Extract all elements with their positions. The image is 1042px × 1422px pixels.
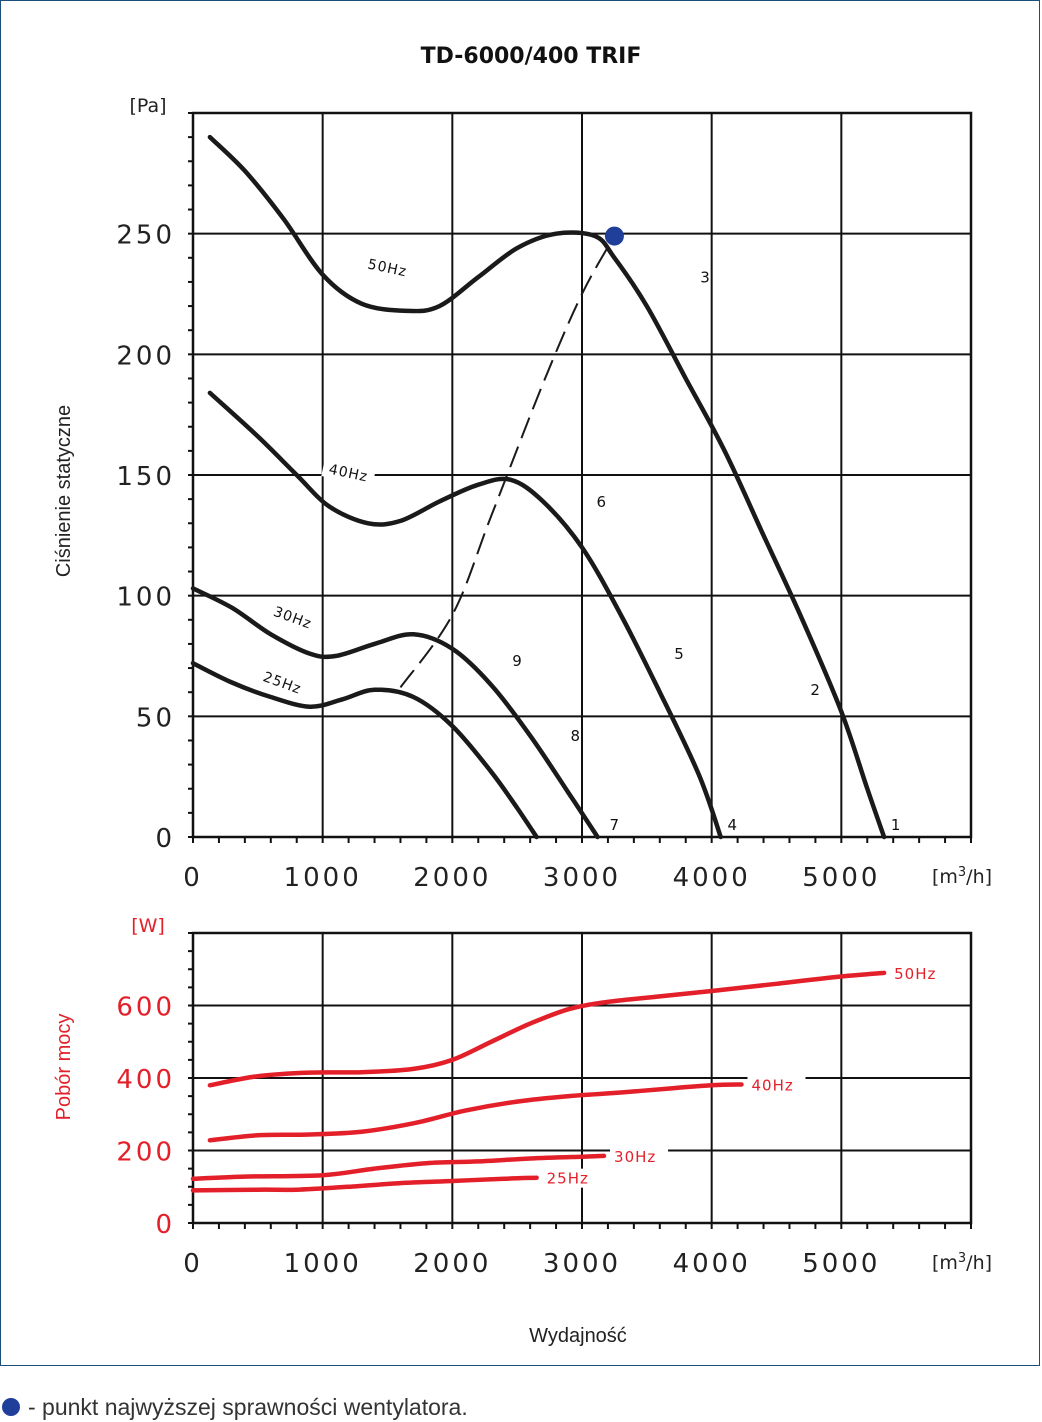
pressure-xtick-label: 3000	[543, 863, 621, 893]
pressure-xtick-label: 0	[183, 863, 203, 893]
pressure-x-unit: [m3/h]	[932, 865, 992, 888]
power-xtick-label: 0	[183, 1249, 203, 1279]
efficiency-point-marker	[604, 226, 624, 246]
pressure-axis-label: Ciśnienie statyczne	[53, 405, 75, 577]
power-curve-label: 50Hz	[894, 965, 936, 983]
pressure-xtick-label: 2000	[413, 863, 491, 893]
power-label-bg	[747, 1075, 806, 1095]
power-xtick-label: 5000	[802, 1249, 880, 1279]
power-unit: [W]	[131, 915, 165, 937]
pressure-label-bg	[360, 251, 416, 282]
pressure-label-bg	[265, 598, 322, 635]
power-label-bg	[610, 1146, 669, 1166]
chart-title: TD-6000/400 TRIF	[421, 44, 642, 69]
pressure-ytick-label: 250	[116, 221, 175, 251]
pressure-plot-frame	[191, 111, 973, 839]
power-label-bg	[542, 1168, 601, 1188]
operating-point-label: 4	[727, 816, 737, 834]
operating-point-label: 5	[674, 645, 684, 663]
pressure-xtick-label: 5000	[802, 863, 880, 893]
power-curve-label: 30Hz	[614, 1148, 656, 1166]
x-axis-label: Wydajność	[529, 1325, 627, 1347]
power-curve-label: 25Hz	[547, 1170, 589, 1188]
pressure-curve-40Hz	[207, 390, 723, 840]
operating-point-label: 6	[596, 493, 606, 511]
pressure-ytick-label: 50	[136, 703, 175, 733]
power-x-unit: [m3/h]	[932, 1251, 992, 1274]
operating-point-label: 2	[810, 681, 820, 699]
power-curve-50Hz	[207, 970, 887, 1088]
power-plot-frame	[191, 931, 973, 1225]
power-xtick-label: 1000	[284, 1249, 362, 1279]
power-ytick-label: 600	[116, 993, 175, 1023]
power-ytick-label: 400	[116, 1065, 175, 1095]
power-curve-label: 40Hz	[751, 1077, 793, 1095]
power-curve-40Hz	[207, 1082, 744, 1143]
power-ytick-label: 200	[116, 1138, 175, 1168]
pressure-chart: [Pa] Ciśnienie statyczne [m3/h] 0 1000 200…	[53, 95, 992, 893]
pressure-ytick-label: 200	[116, 341, 175, 371]
power-curve-25Hz	[190, 1175, 539, 1193]
operating-point-label: 8	[571, 727, 581, 745]
power-chart: [W] Pobór mocy [m3/h] Wydajność 0 1000 200…	[53, 915, 992, 1347]
operating-point-label: 3	[700, 268, 710, 286]
pressure-label-bg	[321, 456, 377, 487]
legend: - punkt najwyższej sprawności wentylator…	[0, 1392, 468, 1422]
pressure-unit: [Pa]	[129, 95, 166, 117]
power-xtick-label: 2000	[413, 1249, 491, 1279]
power-ytick-label: 0	[155, 1210, 175, 1240]
power-label-bg	[890, 963, 949, 983]
power-xtick-label: 3000	[543, 1249, 621, 1279]
pressure-xtick-label: 4000	[673, 863, 751, 893]
power-curve-30Hz	[190, 1153, 607, 1182]
pressure-curve-25Hz	[190, 660, 539, 840]
power-xtick-label: 4000	[673, 1249, 751, 1279]
operating-point-label: 9	[512, 652, 522, 670]
operating-point-label: 1	[891, 816, 901, 834]
efficiency-point-icon	[2, 1398, 20, 1416]
pressure-ytick-label: 0	[155, 824, 175, 854]
pressure-ytick-label: 150	[116, 462, 175, 492]
pressure-curve-50Hz	[207, 134, 887, 840]
pressure-label-bg	[254, 663, 311, 700]
operating-point-label: 7	[609, 816, 619, 834]
power-axis-label: Pobór mocy	[53, 1014, 75, 1121]
efficiency-dashed-line	[399, 235, 616, 688]
chart-frame	[0, 0, 1040, 1366]
pressure-curve-30Hz	[190, 586, 600, 840]
legend-text: - punkt najwyższej sprawności wentylator…	[28, 1393, 468, 1420]
pressure-ytick-label: 100	[116, 583, 175, 613]
pressure-xtick-label: 1000	[284, 863, 362, 893]
